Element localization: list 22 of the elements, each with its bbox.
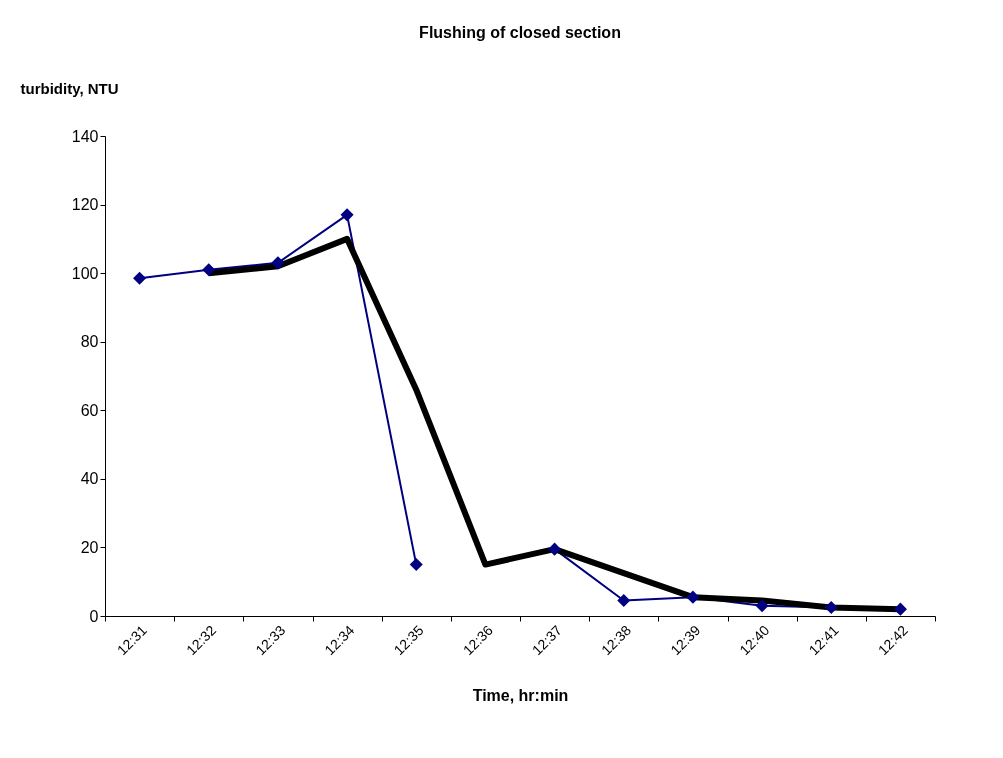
y-axis-title: turbidity, NTU: [20, 79, 119, 97]
point: [686, 590, 700, 604]
point: [271, 256, 285, 270]
point: [202, 263, 216, 277]
x-axis-title: Time, hr:min: [472, 687, 569, 705]
y-tick-label: 60: [80, 401, 99, 419]
y-tick-label: 100: [71, 264, 99, 282]
y-tick-label: 140: [71, 127, 99, 145]
y-tick-label: 0: [89, 607, 99, 625]
point: [893, 602, 907, 616]
y-tick-label: 20: [80, 538, 99, 556]
point: [409, 558, 423, 572]
point: [617, 594, 631, 608]
point: [548, 542, 562, 556]
y-tick-label: 40: [80, 470, 99, 488]
point: [133, 271, 147, 285]
chart-title: Flushing of closed section: [419, 24, 621, 41]
point: [755, 599, 769, 613]
y-tick-label: 120: [71, 196, 99, 214]
y-tick-label: 80: [80, 333, 99, 351]
point: [824, 600, 838, 614]
point: [340, 208, 354, 222]
